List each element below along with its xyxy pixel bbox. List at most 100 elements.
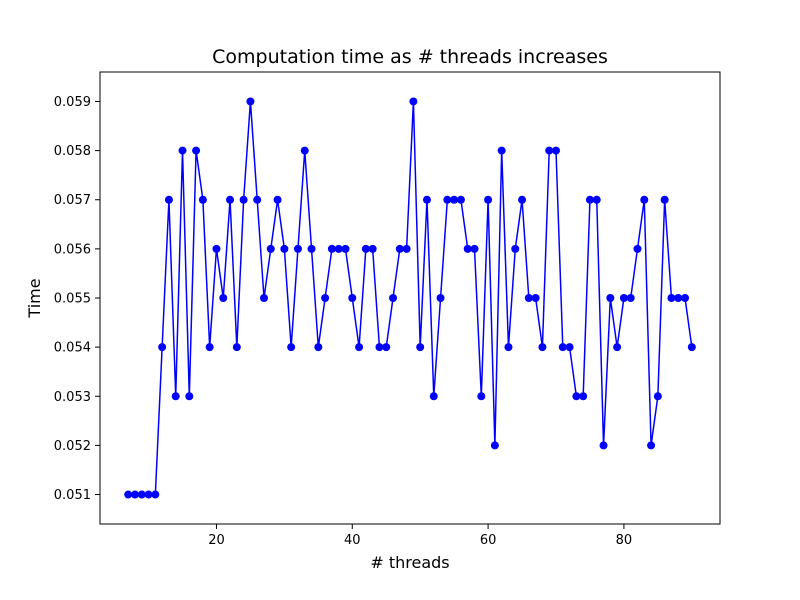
data-point (640, 195, 649, 204)
plot-area (124, 97, 696, 499)
y-axis-title: Time (25, 278, 44, 318)
data-point (443, 195, 452, 204)
data-point (538, 343, 547, 352)
data-point (246, 97, 255, 106)
data-point (355, 343, 364, 352)
x-tick-label: 40 (344, 533, 361, 548)
data-point (266, 244, 275, 253)
data-point (144, 490, 153, 499)
x-tick-label: 20 (208, 533, 225, 548)
data-point (429, 392, 438, 401)
data-point (287, 343, 296, 352)
data-point (579, 392, 588, 401)
data-point (314, 343, 323, 352)
data-point (531, 294, 540, 302)
data-point (416, 343, 425, 352)
data-point (653, 392, 662, 401)
data-point (219, 294, 228, 302)
data-point (687, 343, 696, 352)
y-tick-label: 0.058 (54, 144, 91, 159)
data-point (558, 343, 567, 352)
data-point (130, 490, 139, 499)
data-point (124, 490, 133, 499)
data-point (205, 343, 214, 352)
data-point (409, 97, 418, 106)
data-point (341, 244, 350, 253)
data-point (572, 392, 581, 401)
data-point (212, 244, 221, 253)
data-point (327, 244, 336, 253)
data-point (552, 146, 561, 155)
chart-title: Computation time as # threads increases (212, 46, 608, 68)
data-point (450, 195, 459, 204)
data-point (518, 195, 527, 204)
data-point (321, 294, 330, 302)
data-point (619, 294, 628, 302)
data-point (178, 146, 187, 155)
data-point (368, 244, 377, 253)
data-point (192, 146, 201, 155)
data-point (511, 244, 520, 253)
data-point (633, 244, 642, 253)
data-point (198, 195, 207, 204)
data-point (456, 195, 465, 204)
data-point (395, 244, 404, 253)
data-point (504, 343, 513, 352)
data-point (361, 244, 370, 253)
data-point (470, 244, 479, 253)
data-point (280, 244, 289, 253)
data-point (158, 343, 167, 352)
data-point (300, 146, 309, 155)
y-tick-label: 0.059 (54, 95, 91, 110)
data-point (239, 195, 248, 204)
y-tick-label: 0.053 (54, 390, 91, 405)
data-point (524, 294, 533, 302)
y-tick-label: 0.056 (54, 242, 91, 257)
data-point (484, 195, 493, 204)
y-tick-label: 0.052 (54, 439, 91, 454)
data-point (402, 244, 411, 253)
data-point (463, 244, 472, 253)
data-point (681, 294, 690, 302)
data-point (545, 146, 554, 155)
data-point (647, 441, 656, 450)
data-point (273, 195, 282, 204)
x-tick-label: 80 (616, 533, 633, 548)
data-point (185, 392, 194, 401)
data-point (259, 294, 268, 302)
data-point (477, 392, 486, 401)
data-point (334, 244, 343, 253)
data-point (674, 294, 683, 302)
data-point (164, 195, 173, 204)
data-point (232, 343, 241, 352)
data-point (375, 343, 384, 352)
data-point (497, 146, 506, 155)
data-point (151, 490, 160, 499)
x-axis: 20 40 60 80 (208, 524, 632, 548)
data-point (436, 294, 445, 302)
series-line (128, 100, 693, 496)
data-point (171, 392, 180, 401)
data-point (667, 294, 676, 302)
y-tick-label: 0.054 (54, 341, 91, 356)
data-point (613, 343, 622, 352)
data-point (422, 195, 431, 204)
data-point (137, 490, 146, 499)
data-point (626, 294, 635, 302)
data-point (389, 294, 398, 302)
y-tick-label: 0.055 (54, 292, 91, 307)
data-point (565, 343, 574, 352)
data-point (585, 195, 594, 204)
data-point (307, 244, 316, 253)
data-point (293, 244, 302, 253)
data-point (382, 343, 391, 352)
data-point (253, 195, 262, 204)
x-axis-title: # threads (370, 553, 449, 572)
data-point (490, 441, 499, 450)
data-point (606, 294, 615, 302)
x-tick-label: 60 (480, 533, 497, 548)
data-point (660, 195, 669, 204)
data-point (226, 195, 235, 204)
y-axis: 0.051 0.052 0.053 0.054 0.055 0.056 0.057 0.058… (54, 95, 100, 503)
